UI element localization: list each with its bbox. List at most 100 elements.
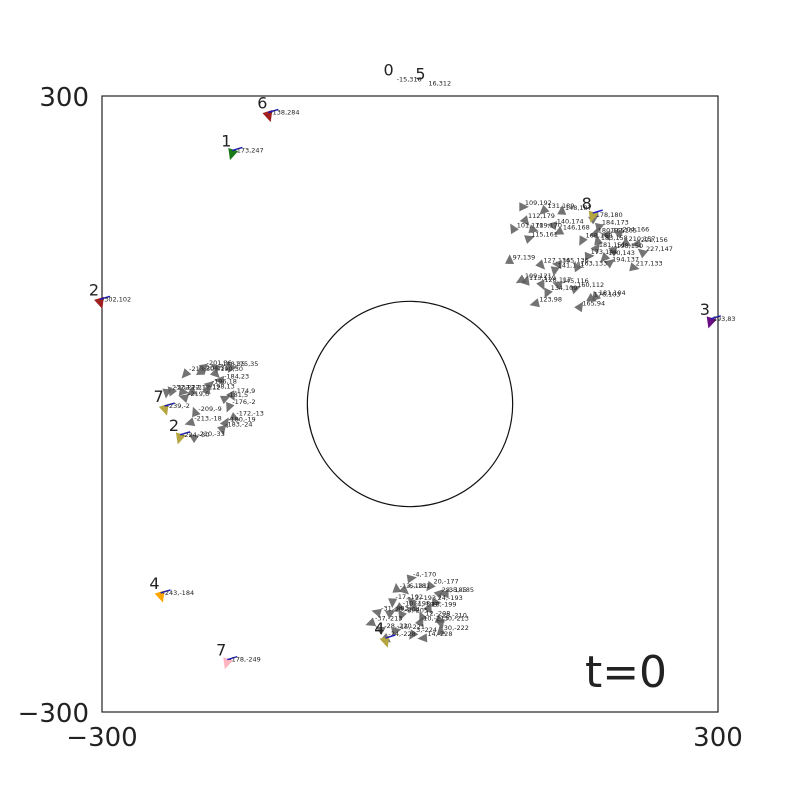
agent-coord-label: -138,284 xyxy=(270,108,299,116)
agent-marker xyxy=(409,629,419,640)
agent-coord-label: -17,-192 xyxy=(396,593,423,601)
agent-id-label: 6 xyxy=(257,93,267,112)
agent-coord-label: -184,23 xyxy=(224,372,249,380)
agent-coord-label: 217,133 xyxy=(636,259,663,267)
agent-coord-label: -196,18 xyxy=(212,378,237,386)
agent-marker xyxy=(546,221,557,231)
agent-coord-label: 145,116 xyxy=(562,277,589,285)
agent-marker xyxy=(214,375,224,385)
agent-coord-label: 123,98 xyxy=(539,295,562,303)
agent-marker xyxy=(417,633,428,643)
agent-coord-label: 119,170 xyxy=(535,221,562,229)
agent-coord-label: 204,166 xyxy=(622,226,649,234)
agent-coord-label: 141,131 xyxy=(558,262,585,270)
agent-coord-label: 12,-208 xyxy=(425,610,450,618)
agent-coord-label: 109,121 xyxy=(525,272,552,280)
agent-marker xyxy=(407,596,418,608)
agent-marker xyxy=(209,368,220,379)
agent-marker xyxy=(203,380,215,391)
agent-coord-label: -176,-2 xyxy=(232,398,255,406)
agent-coord-label: -15,-221 xyxy=(398,623,425,631)
agent-marker xyxy=(426,580,436,592)
heading-vector xyxy=(592,209,603,214)
highlighted-agent-marker xyxy=(158,403,169,416)
agent-coord-label: 163,133 xyxy=(580,259,607,267)
agent-coord-label: -222,12 xyxy=(185,384,210,392)
agent-coord-label: -180,-19 xyxy=(228,416,255,424)
agent-marker xyxy=(544,287,553,299)
heading-vector xyxy=(710,315,722,320)
agent-marker xyxy=(438,589,449,599)
agent-id-label: 7 xyxy=(154,387,164,406)
agent-coord-label: 131,189 xyxy=(547,202,574,210)
agent-marker xyxy=(398,584,409,595)
agent-marker xyxy=(229,412,240,421)
agent-coord-label: 109,192 xyxy=(525,199,552,207)
agent-marker xyxy=(579,235,588,246)
agent-coord-label: 128,117 xyxy=(544,276,571,284)
agent-coord-label: -178,-249 xyxy=(229,656,261,664)
agent-marker xyxy=(178,394,190,403)
agent-marker xyxy=(608,246,618,257)
agent-marker xyxy=(167,386,177,397)
agent-marker xyxy=(631,238,642,248)
agent-marker xyxy=(398,610,407,622)
agent-coord-label: -198,13 xyxy=(210,383,235,391)
agent-coord-label: -31,-203 xyxy=(381,604,408,612)
agent-marker xyxy=(217,425,226,436)
agent-coord-label: -174,9 xyxy=(234,387,255,395)
agent-coord-label: -8,-205 xyxy=(405,606,428,614)
agent-marker xyxy=(557,205,567,215)
heading-vector xyxy=(232,146,243,152)
agent-coord-label: 18,-199 xyxy=(431,600,456,608)
agent-marker xyxy=(391,627,402,636)
agent-coord-label: -4,-170 xyxy=(413,571,436,579)
agent-coord-label: 190,143 xyxy=(608,249,635,257)
agent-coord-label: 24,-193 xyxy=(438,594,463,602)
heading-vector xyxy=(227,655,238,661)
agent-coord-label: 30,-213 xyxy=(444,615,469,623)
agent-id-label: 2 xyxy=(89,280,99,299)
heading-vector xyxy=(385,634,396,639)
agent-marker xyxy=(433,589,444,599)
agent-marker xyxy=(551,260,562,270)
agent-coord-label: 145,136 xyxy=(562,256,589,264)
agent-marker xyxy=(186,386,197,396)
time-label: t=0 xyxy=(585,647,667,698)
agent-marker xyxy=(519,202,529,212)
agent-coord-label: 30,-222 xyxy=(444,624,469,632)
agent-coord-label: -172,-13 xyxy=(236,409,263,417)
agent-marker xyxy=(392,582,402,593)
highlighted-agent-marker xyxy=(154,590,165,603)
agent-coord-label: -15,316 xyxy=(397,76,422,84)
agent-marker xyxy=(586,293,597,302)
agent-id-label: 5 xyxy=(415,65,425,84)
agent-marker xyxy=(201,383,211,395)
agent-marker xyxy=(505,254,515,264)
agent-coord-label: 183,158 xyxy=(601,234,628,242)
agent-coord-label: 176,103 xyxy=(594,290,621,298)
y-tick-min: −300 xyxy=(18,699,89,729)
agent-marker xyxy=(528,224,539,234)
agent-coord-label: 181,151 xyxy=(599,241,626,249)
agent-id-label: 3 xyxy=(700,300,710,319)
agent-coord-label: 28,-185 xyxy=(442,586,467,594)
agent-coord-label: 113,119 xyxy=(529,274,556,282)
highlighted-agent-marker xyxy=(94,296,104,309)
agent-coord-label: 168,160 xyxy=(585,232,612,240)
agent-marker xyxy=(604,259,615,269)
agent-marker xyxy=(529,298,540,308)
agent-coord-label: -239,-2 xyxy=(167,402,190,410)
highlighted-agent-marker xyxy=(175,432,186,445)
agent-marker xyxy=(188,434,200,444)
agent-marker xyxy=(574,301,584,313)
agent-coord-label: 97,139 xyxy=(513,253,536,261)
agent-marker xyxy=(409,601,419,612)
plot-frame xyxy=(101,95,719,713)
agent-coord-label: 20,-177 xyxy=(434,578,459,586)
agent-coord-label: 173,144 xyxy=(591,248,618,256)
agent-marker xyxy=(536,279,545,291)
agent-marker xyxy=(436,625,446,636)
